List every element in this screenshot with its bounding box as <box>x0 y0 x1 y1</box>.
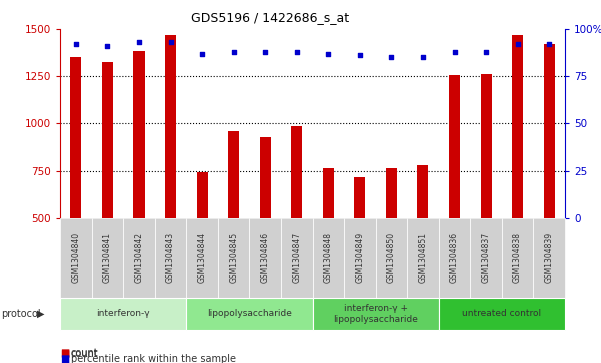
Point <box>323 51 333 57</box>
Bar <box>70 57 81 312</box>
Bar <box>260 136 270 312</box>
Text: lipopolysaccharide: lipopolysaccharide <box>207 310 292 318</box>
Bar <box>449 75 460 312</box>
Text: interferon-γ +
lipopolysaccharide: interferon-γ + lipopolysaccharide <box>333 304 418 324</box>
Text: GSM1304847: GSM1304847 <box>292 232 301 283</box>
Point <box>166 39 175 45</box>
Text: GSM1304839: GSM1304839 <box>545 232 554 283</box>
Text: ▶: ▶ <box>37 309 44 319</box>
Text: GSM1304850: GSM1304850 <box>387 232 396 283</box>
Bar <box>291 126 302 312</box>
Bar <box>355 177 365 312</box>
Bar <box>165 35 176 312</box>
Point <box>229 49 239 54</box>
Bar <box>133 51 144 312</box>
Point <box>197 51 207 57</box>
Text: protocol: protocol <box>1 309 41 319</box>
Bar <box>544 44 555 312</box>
Bar <box>228 131 239 312</box>
Text: GSM1304849: GSM1304849 <box>355 232 364 283</box>
Text: ■: ■ <box>60 348 69 358</box>
Point <box>545 41 554 47</box>
Text: GSM1304842: GSM1304842 <box>135 232 144 283</box>
Bar <box>102 62 113 312</box>
Text: interferon-γ: interferon-γ <box>96 310 150 318</box>
Text: GSM1304845: GSM1304845 <box>229 232 238 283</box>
Text: GSM1304836: GSM1304836 <box>450 232 459 283</box>
Text: ■: ■ <box>60 349 69 359</box>
Text: GSM1304846: GSM1304846 <box>261 232 270 283</box>
Point <box>450 49 459 54</box>
Point <box>71 41 81 47</box>
Point <box>134 39 144 45</box>
Text: percentile rank within the sample: percentile rank within the sample <box>71 354 236 363</box>
Text: GDS5196 / 1422686_s_at: GDS5196 / 1422686_s_at <box>191 11 350 24</box>
Point <box>513 41 522 47</box>
Point <box>386 54 396 60</box>
Bar <box>418 164 429 312</box>
Point <box>292 49 302 54</box>
Bar <box>386 168 397 312</box>
Text: ■: ■ <box>60 354 69 363</box>
Text: GSM1304843: GSM1304843 <box>166 232 175 283</box>
Point <box>418 54 428 60</box>
Text: GSM1304851: GSM1304851 <box>418 232 427 283</box>
Text: GSM1304840: GSM1304840 <box>72 232 81 283</box>
Text: GSM1304848: GSM1304848 <box>324 232 333 283</box>
Point <box>260 49 270 54</box>
Text: GSM1304841: GSM1304841 <box>103 232 112 283</box>
Bar <box>323 168 334 312</box>
Point <box>481 49 491 54</box>
Text: count: count <box>71 348 99 358</box>
Text: GSM1304844: GSM1304844 <box>198 232 207 283</box>
Text: GSM1304838: GSM1304838 <box>513 232 522 283</box>
Bar <box>481 74 492 312</box>
Bar <box>197 172 207 312</box>
Text: untreated control: untreated control <box>462 310 542 318</box>
Text: GSM1304837: GSM1304837 <box>481 232 490 283</box>
Text: count: count <box>71 349 99 359</box>
Point <box>103 43 112 49</box>
Bar <box>512 35 523 312</box>
Point <box>355 53 365 58</box>
